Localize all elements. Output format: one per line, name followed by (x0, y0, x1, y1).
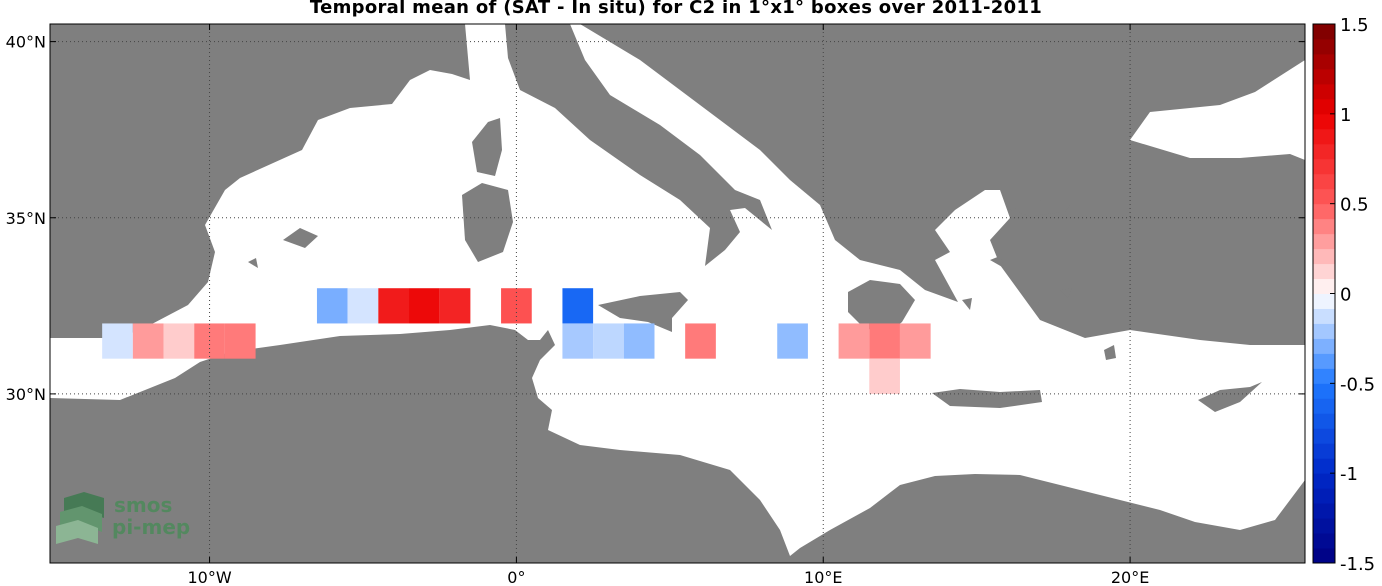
logo-mark-icon (56, 492, 104, 544)
heatmap-cell-8 (409, 288, 440, 324)
heatmap-cell-10 (501, 288, 532, 324)
land-sicily (598, 292, 688, 332)
heatmap-cell-1 (132, 323, 164, 359)
colorbar-band (1313, 428, 1335, 444)
colorbar-label-1: 1 (1340, 105, 1351, 126)
land-europe-west (50, 24, 470, 338)
colorbar-band (1313, 488, 1335, 504)
colorbar-label-6: -1.5 (1340, 554, 1375, 575)
colorbar-band (1313, 473, 1335, 489)
colorbar-band (1313, 518, 1335, 534)
colorbar-band (1313, 443, 1335, 459)
heatmap-cell-6 (347, 288, 379, 324)
colorbar-band (1313, 533, 1335, 549)
land-mass (50, 24, 1305, 563)
heatmap-cells (102, 288, 931, 394)
colorbar-band (1313, 128, 1335, 145)
heatmap-cell-2 (163, 323, 195, 359)
colorbar-band (1313, 308, 1335, 324)
heatmap-cell-15 (685, 323, 716, 359)
lat-label-1: 35°N (6, 209, 46, 228)
heatmap-cell-5 (316, 288, 348, 324)
land-italy (505, 24, 772, 266)
colorbar-band (1313, 203, 1335, 220)
lon-label-2: 10°E (804, 568, 842, 586)
heatmap-cell-7 (378, 288, 410, 324)
colorbar-band (1313, 38, 1335, 55)
land-balkans-turkey (580, 24, 1305, 345)
land-aegean-islands (962, 200, 1072, 310)
land-balearic (283, 228, 318, 248)
colorbar-band (1313, 233, 1335, 250)
colorbar-band (1313, 53, 1335, 70)
colorbar-band (1313, 398, 1335, 414)
heatmap-cell-18 (869, 323, 900, 359)
colorbar-band (1313, 503, 1335, 519)
colorbar-label-0: 1.5 (1340, 15, 1369, 36)
land-rhodes (1104, 345, 1116, 360)
heatmap-cell-9 (439, 288, 471, 324)
colorbar-band (1313, 218, 1335, 235)
map-frame (49, 23, 1306, 564)
land-cyprus (1198, 382, 1262, 412)
heatmap-cell-19 (899, 323, 931, 359)
colorbar-band (1313, 83, 1335, 100)
colorbar-band (1313, 368, 1335, 384)
colorbar-band (1313, 548, 1335, 564)
chart-title: Temporal mean of (SAT - In situ) for C2 … (309, 0, 1043, 18)
colorbar-band (1313, 173, 1335, 190)
land-north-africa (50, 325, 1305, 563)
lon-label-3: 20°E (1111, 568, 1149, 586)
colorbar-band (1313, 143, 1335, 160)
land-balearic-small (248, 258, 258, 268)
heatmap-cell-0 (102, 323, 133, 359)
heatmap-cell-20 (869, 358, 900, 394)
colorbar-band (1313, 98, 1335, 115)
latitude-labels: 40°N 35°N 30°N (6, 33, 46, 404)
lon-label-0: 10°W (187, 568, 231, 586)
heatmap-cell-12 (562, 323, 594, 359)
axis-ticks (50, 24, 1305, 563)
colorbar-band (1313, 24, 1335, 40)
colorbar-label-3: 0 (1340, 285, 1351, 306)
colorbar-band (1313, 113, 1335, 130)
colorbar-band (1313, 383, 1335, 399)
heatmap-cell-4 (224, 323, 256, 359)
heatmap-cell-13 (593, 323, 624, 359)
heatmap-cell-14 (623, 323, 655, 359)
colorbar-label-5: -1 (1340, 464, 1358, 485)
smos-pi-mep-logo: smos pi-mep (56, 492, 196, 552)
colorbar-band (1313, 353, 1335, 369)
colorbar-band (1313, 248, 1335, 265)
colorbar-band (1313, 458, 1335, 474)
logo-line-1: smos (114, 493, 172, 517)
longitude-labels: 10°W 0° 10°E 20°E (187, 568, 1149, 586)
lon-label-1: 0° (507, 568, 525, 586)
colorbar-band (1313, 338, 1335, 354)
colorbar (1313, 24, 1335, 564)
land-corsica (472, 118, 502, 176)
colorbar-band (1313, 323, 1335, 339)
colorbar-label-4: -0.5 (1340, 374, 1375, 395)
colorbar-band (1313, 413, 1335, 429)
colorbar-label-2: 0.5 (1340, 195, 1369, 216)
heatmap-cell-16 (777, 323, 808, 359)
lat-label-0: 40°N (6, 33, 46, 52)
colorbar-band (1313, 158, 1335, 175)
heatmap-cell-11 (562, 288, 594, 324)
colorbar-band (1313, 293, 1335, 309)
land-sardinia (462, 183, 513, 262)
land-peloponnese (848, 280, 915, 336)
colorbar-band (1313, 263, 1335, 280)
heatmap-cell-17 (838, 323, 870, 359)
lat-label-2: 30°N (6, 385, 46, 404)
colorbar-ticks: 1.5 1 0.5 0 -0.5 -1 -1.5 (1330, 15, 1375, 575)
colorbar-band (1313, 68, 1335, 85)
logo-line-2: pi-mep (112, 515, 190, 539)
colorbar-band (1313, 278, 1335, 294)
colorbar-band (1313, 188, 1335, 205)
